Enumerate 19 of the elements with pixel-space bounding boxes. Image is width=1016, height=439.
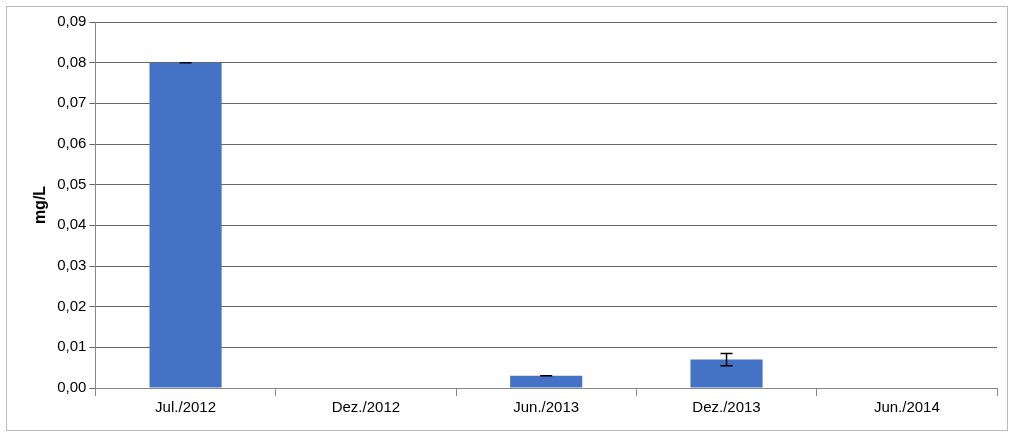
- bar: [149, 62, 222, 388]
- y-tick-label: 0,09: [57, 12, 87, 30]
- y-tick-label: 0,07: [57, 93, 87, 111]
- bar: [690, 359, 763, 388]
- y-tick-label: 0,04: [57, 215, 87, 233]
- y-tick-label: 0,00: [57, 378, 87, 396]
- x-tick-label: Jun./2013: [513, 398, 580, 416]
- y-tick-label: 0,05: [57, 174, 87, 192]
- y-tick-label: 0,02: [57, 296, 87, 314]
- y-tick-label: 0,06: [57, 134, 87, 152]
- x-tick-label: Dez./2012: [331, 398, 401, 416]
- x-tick-label: Jun./2014: [873, 398, 940, 416]
- y-tick-label: 0,03: [57, 256, 87, 274]
- x-tick-label: Jul./2012: [155, 398, 216, 416]
- x-tick-label: Dez./2013: [692, 398, 761, 416]
- bar: [510, 375, 583, 388]
- y-tick-label: 0,08: [57, 52, 87, 70]
- y-axis-title: mg/L: [31, 185, 49, 225]
- y-tick-label: 0,01: [57, 337, 87, 355]
